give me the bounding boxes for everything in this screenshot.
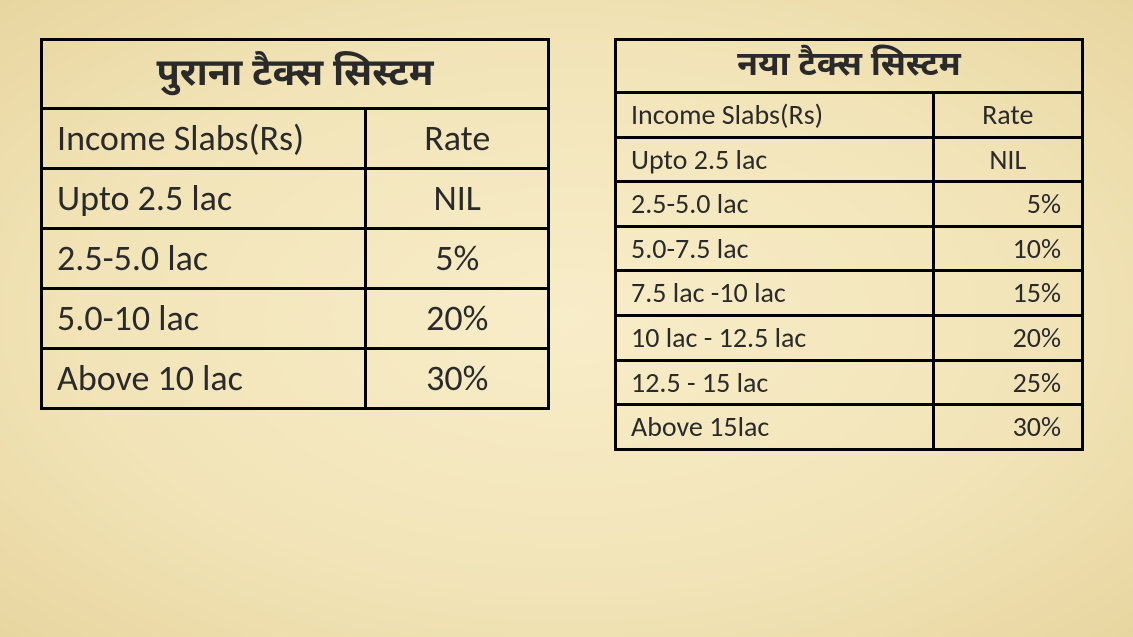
- table-row: 10 lac - 12.5 lac 20%: [616, 315, 1083, 360]
- old-slab-cell: Above 10 lac: [42, 349, 366, 409]
- old-rate-cell: NIL: [366, 169, 549, 229]
- table-row: 5.0-10 lac 20%: [42, 289, 549, 349]
- table-row: 2.5-5.0 lac 5%: [616, 182, 1083, 227]
- new-slab-cell: 2.5-5.0 lac: [616, 182, 934, 227]
- table-title-row: नया टैक्स सिस्टम: [616, 40, 1083, 93]
- new-slab-cell: Upto 2.5 lac: [616, 137, 934, 182]
- new-slab-cell: 7.5 lac -10 lac: [616, 271, 934, 316]
- table-header-row: Income Slabs(Rs) Rate: [42, 109, 549, 169]
- table-row: 7.5 lac -10 lac 15%: [616, 271, 1083, 316]
- new-header-rate: Rate: [933, 93, 1082, 138]
- new-rate-cell: 20%: [933, 315, 1082, 360]
- old-tax-title: पुराना टैक्स सिस्टम: [42, 40, 549, 109]
- new-rate-cell: 10%: [933, 226, 1082, 271]
- old-rate-cell: 20%: [366, 289, 549, 349]
- tables-container: पुराना टैक्स सिस्टम Income Slabs(Rs) Rat…: [0, 0, 1133, 451]
- new-header-slab: Income Slabs(Rs): [616, 93, 934, 138]
- new-tax-table: नया टैक्स सिस्टम Income Slabs(Rs) Rate U…: [614, 38, 1084, 451]
- table-row: 12.5 - 15 lac 25%: [616, 360, 1083, 405]
- old-tax-table: पुराना टैक्स सिस्टम Income Slabs(Rs) Rat…: [40, 38, 550, 410]
- old-slab-cell: Upto 2.5 lac: [42, 169, 366, 229]
- table-row: Above 15lac 30%: [616, 405, 1083, 450]
- old-slab-cell: 5.0-10 lac: [42, 289, 366, 349]
- new-rate-cell: 30%: [933, 405, 1082, 450]
- table-row: Above 10 lac 30%: [42, 349, 549, 409]
- table-row: 5.0-7.5 lac 10%: [616, 226, 1083, 271]
- new-slab-cell: 12.5 - 15 lac: [616, 360, 934, 405]
- table-title-row: पुराना टैक्स सिस्टम: [42, 40, 549, 109]
- old-rate-cell: 5%: [366, 229, 549, 289]
- new-slab-cell: 5.0-7.5 lac: [616, 226, 934, 271]
- new-rate-cell: 15%: [933, 271, 1082, 316]
- new-rate-cell: 25%: [933, 360, 1082, 405]
- new-rate-cell: NIL: [933, 137, 1082, 182]
- old-rate-cell: 30%: [366, 349, 549, 409]
- new-slab-cell: 10 lac - 12.5 lac: [616, 315, 934, 360]
- old-slab-cell: 2.5-5.0 lac: [42, 229, 366, 289]
- old-header-slab: Income Slabs(Rs): [42, 109, 366, 169]
- new-rate-cell: 5%: [933, 182, 1082, 227]
- table-row: Upto 2.5 lac NIL: [42, 169, 549, 229]
- table-header-row: Income Slabs(Rs) Rate: [616, 93, 1083, 138]
- new-slab-cell: Above 15lac: [616, 405, 934, 450]
- table-row: Upto 2.5 lac NIL: [616, 137, 1083, 182]
- old-header-rate: Rate: [366, 109, 549, 169]
- table-row: 2.5-5.0 lac 5%: [42, 229, 549, 289]
- new-tax-title: नया टैक्स सिस्टम: [616, 40, 1083, 93]
